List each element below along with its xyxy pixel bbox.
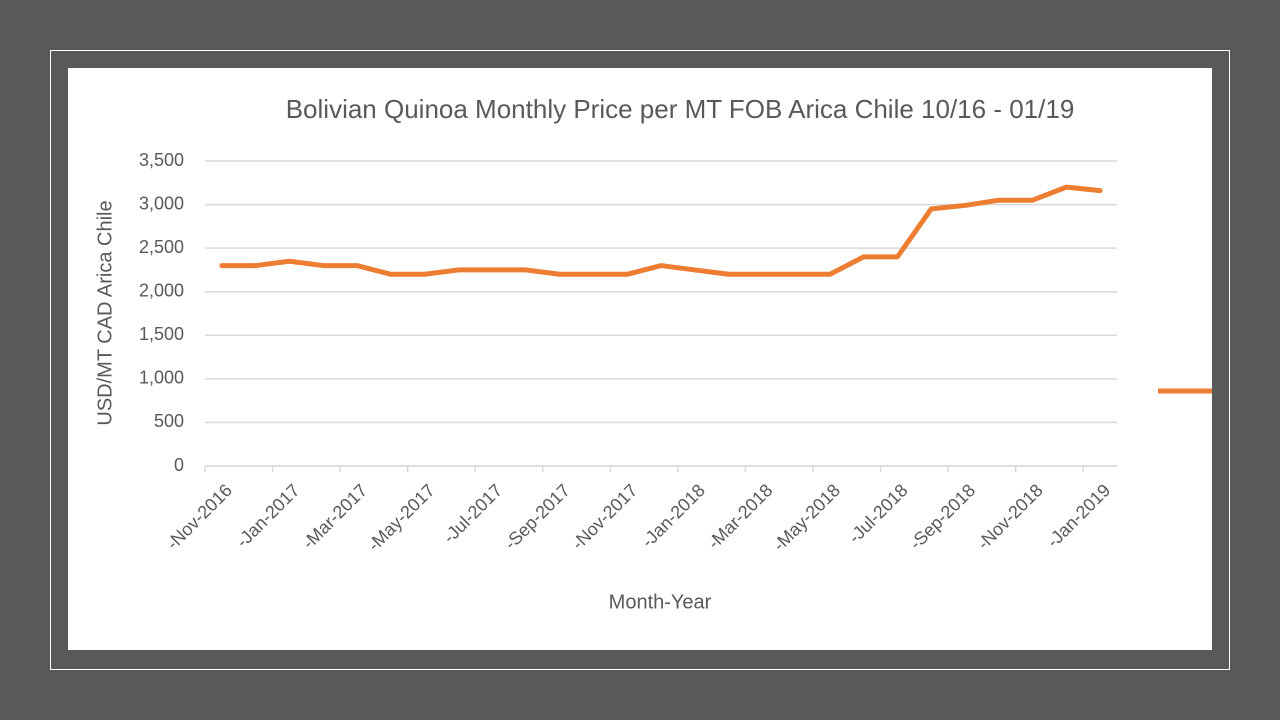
data-line: [219, 184, 1103, 277]
slide-frame: [50, 50, 1230, 670]
y-tick-label: 2,500: [139, 237, 184, 257]
y-tick-label: 500: [154, 411, 184, 431]
x-axis-label: Month-Year: [609, 591, 712, 613]
chart-title: Bolivian Quinoa Monthly Price per MT FOB…: [286, 94, 1075, 124]
y-tick-label: 3,000: [139, 193, 184, 213]
y-tick-label: 2,000: [139, 280, 184, 300]
chart-area: [68, 68, 1212, 650]
y-axis-label: USD/MT CAD Arica Chile: [94, 200, 116, 425]
y-tick-label: 0: [174, 455, 184, 475]
y-tick-label: 1,500: [139, 324, 184, 344]
y-tick-label: 3,500: [139, 150, 184, 170]
y-tick-label: 1,000: [139, 368, 184, 388]
